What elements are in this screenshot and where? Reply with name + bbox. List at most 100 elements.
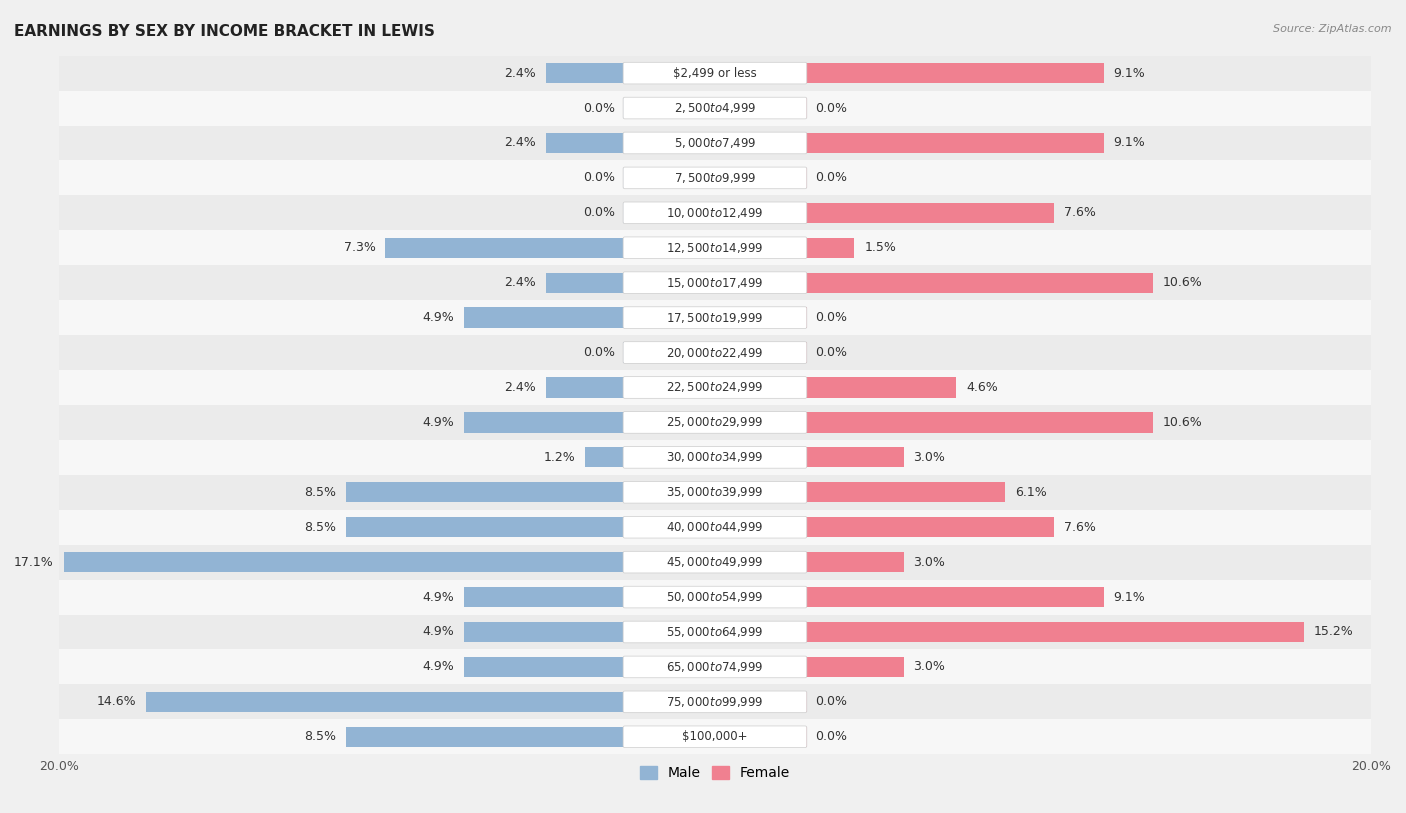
Bar	[346, 517, 624, 537]
Bar	[806, 517, 1054, 537]
Text: $50,000 to $54,999: $50,000 to $54,999	[666, 590, 763, 604]
Bar	[464, 622, 624, 642]
Bar	[806, 272, 1153, 293]
FancyBboxPatch shape	[623, 691, 807, 713]
FancyBboxPatch shape	[623, 516, 807, 538]
Bar	[464, 412, 624, 433]
Bar	[59, 580, 1371, 615]
Text: $7,500 to $9,999: $7,500 to $9,999	[673, 171, 756, 185]
Bar	[59, 720, 1371, 754]
FancyBboxPatch shape	[623, 656, 807, 678]
Bar	[59, 510, 1371, 545]
Bar	[806, 657, 904, 677]
Text: 0.0%: 0.0%	[815, 695, 846, 708]
Text: 4.9%: 4.9%	[422, 311, 454, 324]
Text: 0.0%: 0.0%	[815, 730, 846, 743]
Text: 7.6%: 7.6%	[1064, 520, 1097, 533]
Text: 1.2%: 1.2%	[544, 451, 575, 464]
Bar	[546, 63, 624, 83]
Bar	[59, 475, 1371, 510]
Text: 15.2%: 15.2%	[1313, 625, 1354, 638]
Text: 7.6%: 7.6%	[1064, 207, 1097, 220]
Bar	[464, 657, 624, 677]
Bar	[346, 727, 624, 747]
Bar	[623, 98, 624, 118]
Text: 9.1%: 9.1%	[1114, 67, 1146, 80]
Bar	[59, 405, 1371, 440]
FancyBboxPatch shape	[623, 341, 807, 363]
FancyBboxPatch shape	[623, 237, 807, 259]
Text: 17.1%: 17.1%	[14, 555, 53, 568]
Text: 2.4%: 2.4%	[505, 381, 536, 394]
Text: 6.1%: 6.1%	[1015, 486, 1047, 499]
Text: 2.4%: 2.4%	[505, 67, 536, 80]
FancyBboxPatch shape	[623, 272, 807, 293]
Text: 4.9%: 4.9%	[422, 625, 454, 638]
Bar	[806, 202, 1054, 223]
Text: 0.0%: 0.0%	[583, 207, 614, 220]
Text: $100,000+: $100,000+	[682, 730, 748, 743]
Bar	[806, 587, 1104, 607]
Bar	[59, 265, 1371, 300]
Bar	[59, 90, 1371, 125]
Text: $35,000 to $39,999: $35,000 to $39,999	[666, 485, 763, 499]
Bar	[546, 272, 624, 293]
Text: $20,000 to $22,499: $20,000 to $22,499	[666, 346, 763, 359]
FancyBboxPatch shape	[623, 586, 807, 608]
Bar	[59, 685, 1371, 720]
Text: $5,000 to $7,499: $5,000 to $7,499	[673, 136, 756, 150]
Text: 3.0%: 3.0%	[914, 451, 945, 464]
Bar	[806, 622, 1303, 642]
Bar	[59, 335, 1371, 370]
Bar	[59, 615, 1371, 650]
Text: $12,500 to $14,999: $12,500 to $14,999	[666, 241, 763, 254]
FancyBboxPatch shape	[623, 411, 807, 433]
Bar	[806, 167, 807, 188]
FancyBboxPatch shape	[623, 133, 807, 154]
Bar	[623, 167, 624, 188]
FancyBboxPatch shape	[623, 446, 807, 468]
Text: 4.9%: 4.9%	[422, 590, 454, 603]
Bar	[59, 300, 1371, 335]
FancyBboxPatch shape	[623, 63, 807, 84]
FancyBboxPatch shape	[623, 202, 807, 224]
FancyBboxPatch shape	[623, 726, 807, 748]
FancyBboxPatch shape	[623, 551, 807, 573]
Bar	[346, 482, 624, 502]
FancyBboxPatch shape	[623, 621, 807, 643]
Bar	[806, 447, 904, 467]
Text: 4.9%: 4.9%	[422, 660, 454, 673]
Bar	[806, 307, 807, 328]
Bar	[464, 307, 624, 328]
Text: $15,000 to $17,499: $15,000 to $17,499	[666, 276, 763, 289]
Bar	[63, 552, 624, 572]
Text: 4.6%: 4.6%	[966, 381, 998, 394]
Text: 0.0%: 0.0%	[815, 102, 846, 115]
Text: $45,000 to $49,999: $45,000 to $49,999	[666, 555, 763, 569]
Text: $10,000 to $12,499: $10,000 to $12,499	[666, 206, 763, 220]
Bar	[59, 370, 1371, 405]
Text: 0.0%: 0.0%	[815, 311, 846, 324]
Text: $75,000 to $99,999: $75,000 to $99,999	[666, 695, 763, 709]
Text: Source: ZipAtlas.com: Source: ZipAtlas.com	[1274, 24, 1392, 34]
Text: $2,500 to $4,999: $2,500 to $4,999	[673, 101, 756, 115]
FancyBboxPatch shape	[623, 481, 807, 503]
Text: $17,500 to $19,999: $17,500 to $19,999	[666, 311, 763, 324]
Text: 9.1%: 9.1%	[1114, 590, 1146, 603]
Bar	[806, 412, 1153, 433]
Text: 10.6%: 10.6%	[1163, 416, 1202, 429]
Bar	[464, 587, 624, 607]
Text: 10.6%: 10.6%	[1163, 276, 1202, 289]
Text: 0.0%: 0.0%	[815, 172, 846, 185]
Bar	[806, 237, 855, 258]
Bar	[806, 133, 1104, 153]
Bar	[806, 342, 807, 363]
Text: $2,499 or less: $2,499 or less	[673, 67, 756, 80]
Bar	[806, 727, 807, 747]
Text: 14.6%: 14.6%	[96, 695, 136, 708]
Text: 8.5%: 8.5%	[304, 730, 336, 743]
Bar	[59, 545, 1371, 580]
Text: $30,000 to $34,999: $30,000 to $34,999	[666, 450, 763, 464]
Text: EARNINGS BY SEX BY INCOME BRACKET IN LEWIS: EARNINGS BY SEX BY INCOME BRACKET IN LEW…	[14, 24, 434, 39]
Text: $65,000 to $74,999: $65,000 to $74,999	[666, 660, 763, 674]
